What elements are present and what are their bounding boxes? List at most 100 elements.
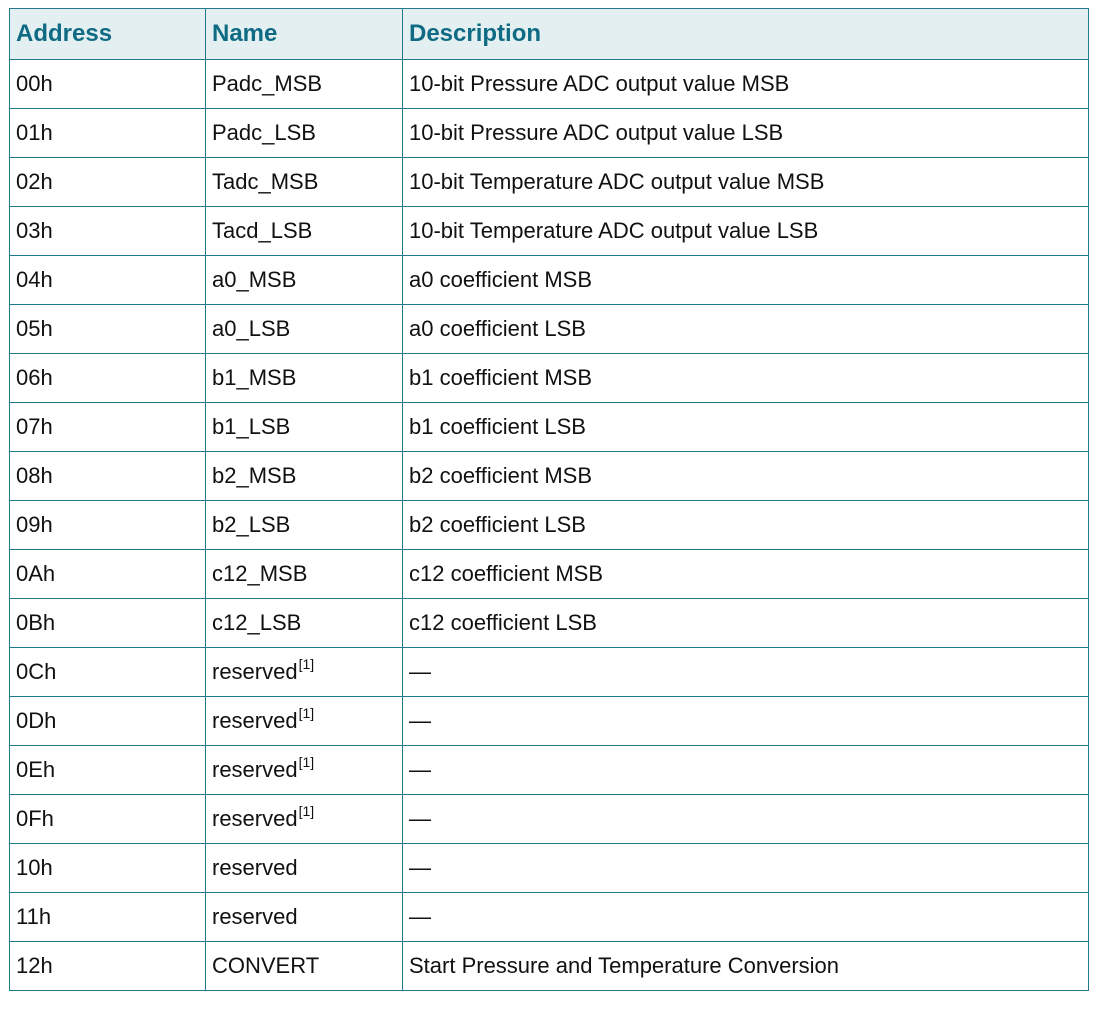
table-header-row: Address Name Description — [9, 8, 1089, 60]
cell-description: Start Pressure and Temperature Conversio… — [402, 941, 1089, 991]
cell-description: a0 coefficient LSB — [402, 304, 1089, 354]
cell-description: b1 coefficient MSB — [402, 353, 1089, 403]
register-name: reserved — [212, 708, 298, 733]
register-name: reserved — [212, 659, 298, 684]
cell-name: reserved — [205, 843, 403, 893]
register-name: reserved — [212, 806, 298, 831]
column-header-name: Name — [205, 8, 403, 60]
cell-address: 11h — [9, 892, 206, 942]
footnote-marker: [1] — [298, 656, 315, 672]
cell-name: a0_MSB — [205, 255, 403, 305]
cell-name: b2_MSB — [205, 451, 403, 501]
cell-description: c12 coefficient LSB — [402, 598, 1089, 648]
cell-address: 04h — [9, 255, 206, 305]
cell-description: — — [402, 745, 1089, 795]
cell-name: Padc_MSB — [205, 59, 403, 109]
table-body: 00h Padc_MSB 10-bit Pressure ADC output va… — [9, 59, 1089, 991]
table-row: 0Ah c12_MSB c12 coefficient MSB — [9, 549, 1089, 599]
cell-description: 10-bit Temperature ADC output value LSB — [402, 206, 1089, 256]
cell-description: b2 coefficient MSB — [402, 451, 1089, 501]
table-row: 03h Tacd_LSB 10-bit Temperature ADC output… — [9, 206, 1089, 256]
cell-name: b1_LSB — [205, 402, 403, 452]
table-row: 12h CONVERT Start Pressure and Temperature… — [9, 941, 1089, 991]
column-header-description: Description — [402, 8, 1089, 60]
cell-name: Tacd_LSB — [205, 206, 403, 256]
register-name: Tadc_MSB — [212, 169, 319, 194]
table-row: 06h b1_MSB b1 coefficient MSB — [9, 353, 1089, 403]
register-name: Padc_LSB — [212, 120, 316, 145]
cell-address: 08h — [9, 451, 206, 501]
cell-description: — — [402, 892, 1089, 942]
cell-name: Tadc_MSB — [205, 157, 403, 207]
cell-name: b2_LSB — [205, 500, 403, 550]
table-row: 10h reserved — — [9, 843, 1089, 893]
register-name: c12_MSB — [212, 561, 308, 586]
table-row: 0Eh reserved[1] — — [9, 745, 1089, 795]
cell-address: 00h — [9, 59, 206, 109]
register-name: c12_LSB — [212, 610, 302, 635]
table-row: 09h b2_LSB b2 coefficient LSB — [9, 500, 1089, 550]
register-name: b1_LSB — [212, 414, 291, 439]
cell-name: reserved[1] — [205, 647, 403, 697]
cell-address: 0Bh — [9, 598, 206, 648]
cell-description: — — [402, 696, 1089, 746]
cell-name: reserved[1] — [205, 745, 403, 795]
cell-description: 10-bit Temperature ADC output value MSB — [402, 157, 1089, 207]
cell-address: 09h — [9, 500, 206, 550]
cell-address: 02h — [9, 157, 206, 207]
cell-address: 12h — [9, 941, 206, 991]
table-row: 01h Padc_LSB 10-bit Pressure ADC output va… — [9, 108, 1089, 158]
footnote-marker: [1] — [298, 705, 315, 721]
register-map-table: Address Name Description 00h Padc_MSB 10-b… — [9, 8, 1089, 991]
cell-description: a0 coefficient MSB — [402, 255, 1089, 305]
cell-description: c12 coefficient MSB — [402, 549, 1089, 599]
table-row: 08h b2_MSB b2 coefficient MSB — [9, 451, 1089, 501]
register-name: a0_LSB — [212, 316, 291, 341]
cell-name: reserved — [205, 892, 403, 942]
table-row: 0Dh reserved[1] — — [9, 696, 1089, 746]
cell-description: — — [402, 647, 1089, 697]
table-row: 02h Tadc_MSB 10-bit Temperature ADC output… — [9, 157, 1089, 207]
cell-description: — — [402, 794, 1089, 844]
register-name: CONVERT — [212, 953, 320, 978]
cell-name: a0_LSB — [205, 304, 403, 354]
cell-name: c12_LSB — [205, 598, 403, 648]
register-name: Tacd_LSB — [212, 218, 313, 243]
cell-address: 0Eh — [9, 745, 206, 795]
cell-name: b1_MSB — [205, 353, 403, 403]
footnote-marker: [1] — [298, 803, 315, 819]
cell-address: 0Fh — [9, 794, 206, 844]
cell-name: c12_MSB — [205, 549, 403, 599]
cell-address: 10h — [9, 843, 206, 893]
cell-name: reserved[1] — [205, 696, 403, 746]
register-name: b1_MSB — [212, 365, 297, 390]
table-row: 0Fh reserved[1] — — [9, 794, 1089, 844]
cell-description: b2 coefficient LSB — [402, 500, 1089, 550]
register-name: reserved — [212, 757, 298, 782]
table-row: 00h Padc_MSB 10-bit Pressure ADC output va… — [9, 59, 1089, 109]
cell-address: 0Ah — [9, 549, 206, 599]
cell-description: 10-bit Pressure ADC output value LSB — [402, 108, 1089, 158]
footnote-marker: [1] — [298, 754, 315, 770]
cell-description: b1 coefficient LSB — [402, 402, 1089, 452]
cell-name: reserved[1] — [205, 794, 403, 844]
cell-address: 07h — [9, 402, 206, 452]
cell-description: 10-bit Pressure ADC output value MSB — [402, 59, 1089, 109]
register-name: Padc_MSB — [212, 71, 323, 96]
cell-address: 05h — [9, 304, 206, 354]
table-row: 04h a0_MSB a0 coefficient MSB — [9, 255, 1089, 305]
register-name: b2_MSB — [212, 463, 297, 488]
table-row: 05h a0_LSB a0 coefficient LSB — [9, 304, 1089, 354]
register-name: b2_LSB — [212, 512, 291, 537]
register-name: reserved — [212, 904, 298, 929]
cell-name: Padc_LSB — [205, 108, 403, 158]
cell-address: 06h — [9, 353, 206, 403]
register-table-container: Address Name Description 00h Padc_MSB 10-b… — [9, 8, 1089, 991]
cell-name: CONVERT — [205, 941, 403, 991]
column-header-address: Address — [9, 8, 206, 60]
table-row: 0Bh c12_LSB c12 coefficient LSB — [9, 598, 1089, 648]
table-row: 11h reserved — — [9, 892, 1089, 942]
table-row: 07h b1_LSB b1 coefficient LSB — [9, 402, 1089, 452]
register-name: reserved — [212, 855, 298, 880]
cell-address: 03h — [9, 206, 206, 256]
